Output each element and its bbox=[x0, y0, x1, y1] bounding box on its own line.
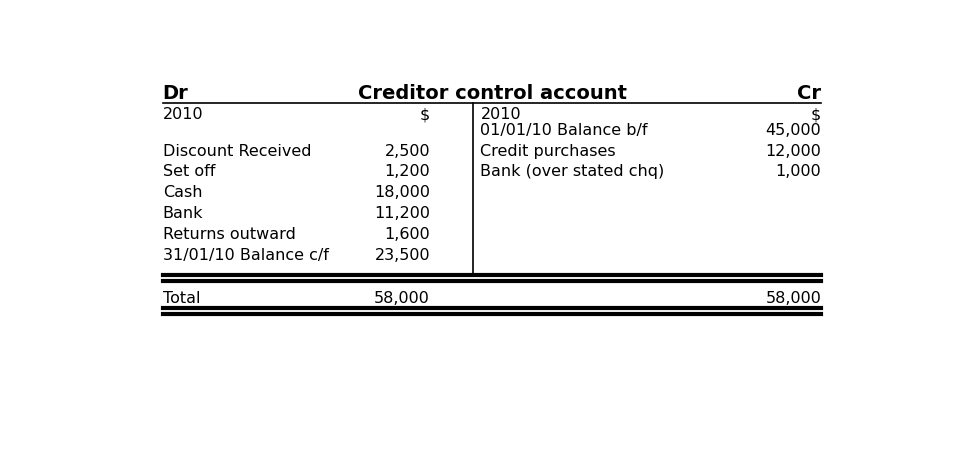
Text: Dr: Dr bbox=[162, 84, 188, 103]
Text: 2010: 2010 bbox=[162, 107, 204, 123]
Text: 1,000: 1,000 bbox=[776, 164, 822, 179]
Text: 01/01/10 Balance b/f: 01/01/10 Balance b/f bbox=[480, 123, 648, 138]
Text: 18,000: 18,000 bbox=[374, 185, 430, 200]
Text: 31/01/10 Balance c/f: 31/01/10 Balance c/f bbox=[162, 247, 328, 263]
Text: Bank (over stated chq): Bank (over stated chq) bbox=[480, 164, 664, 179]
Text: 58,000: 58,000 bbox=[374, 291, 430, 307]
Text: Credit purchases: Credit purchases bbox=[480, 144, 616, 159]
Text: 12,000: 12,000 bbox=[765, 144, 822, 159]
Text: Discount Received: Discount Received bbox=[162, 144, 311, 159]
Text: Creditor control account: Creditor control account bbox=[357, 84, 627, 103]
Text: 1,200: 1,200 bbox=[384, 164, 430, 179]
Text: 2010: 2010 bbox=[480, 107, 521, 123]
Text: Cr: Cr bbox=[798, 84, 822, 103]
Text: 11,200: 11,200 bbox=[374, 206, 430, 221]
Text: Total: Total bbox=[162, 291, 200, 307]
Text: $: $ bbox=[420, 107, 430, 123]
Text: Cash: Cash bbox=[162, 185, 203, 200]
Text: $: $ bbox=[811, 107, 822, 123]
Text: 1,600: 1,600 bbox=[384, 227, 430, 242]
Text: Set off: Set off bbox=[162, 164, 215, 179]
Text: 45,000: 45,000 bbox=[766, 123, 822, 138]
Text: Returns outward: Returns outward bbox=[162, 227, 296, 242]
Text: 2,500: 2,500 bbox=[384, 144, 430, 159]
Text: 23,500: 23,500 bbox=[374, 247, 430, 263]
Text: 58,000: 58,000 bbox=[765, 291, 822, 307]
Text: Bank: Bank bbox=[162, 206, 204, 221]
